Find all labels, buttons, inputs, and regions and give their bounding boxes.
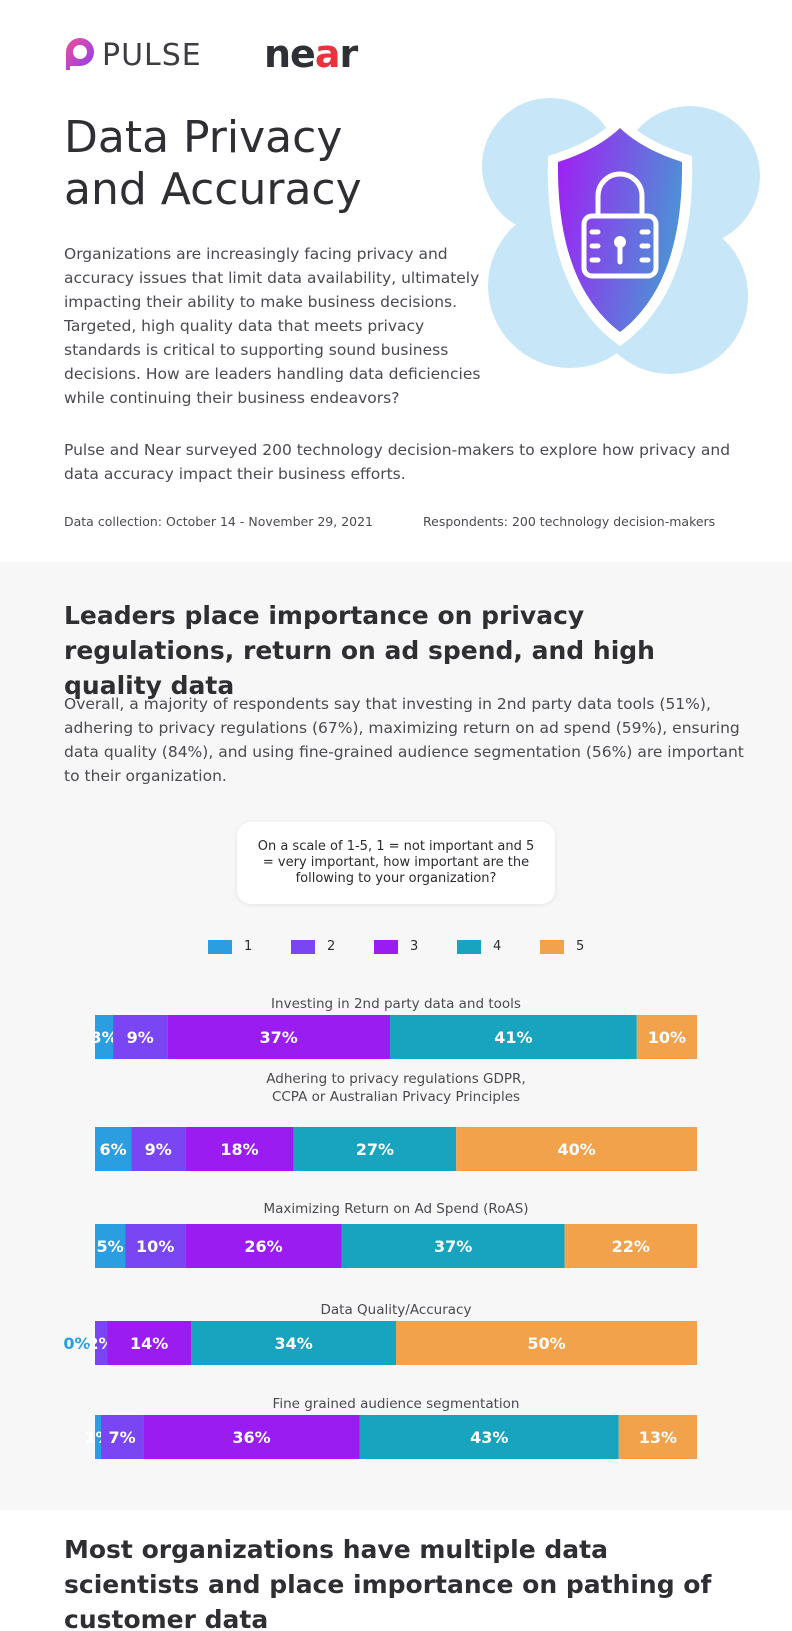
bar-segment (389, 1015, 637, 1059)
page-title-line-1: Data Privacy (64, 112, 343, 163)
data-label: 43% (470, 1428, 508, 1447)
bar-segment (185, 1127, 294, 1171)
data-label: 9% (127, 1028, 154, 1047)
stacked-bar-chart: Investing in 2nd party data and tools 3% 9… (63, 996, 697, 1459)
bar-segment (456, 1127, 697, 1171)
data-label: 3% (90, 1028, 117, 1047)
legend-label: 5 (576, 939, 585, 954)
data-label: 36% (232, 1428, 270, 1447)
data-label: 10% (136, 1237, 174, 1256)
data-label: 37% (259, 1028, 297, 1047)
bar-segment (107, 1321, 192, 1365)
near-wordmark-part-end: r (339, 32, 358, 76)
data-label: 22% (612, 1237, 650, 1256)
data-label: 37% (434, 1237, 472, 1256)
data-label: 14% (130, 1334, 168, 1353)
bar-segment (293, 1127, 457, 1171)
bar-segment (113, 1015, 168, 1059)
data-label: 50% (527, 1334, 565, 1353)
legend-swatch (540, 940, 564, 954)
section-heading: Leaders place importance on privacy regu… (64, 601, 655, 700)
bar-segment (95, 1127, 132, 1171)
near-logo: near (264, 32, 358, 76)
data-label: 18% (220, 1140, 258, 1159)
category-label: Fine grained audience segmentation (273, 1396, 520, 1412)
bar-segment (143, 1415, 360, 1459)
legend-swatch (291, 940, 315, 954)
page-title: Data Privacy and Accuracy (64, 112, 444, 216)
legend-swatch (457, 940, 481, 954)
question-text: On a scale of 1-5, 1 = not important and… (257, 839, 535, 886)
data-label: 26% (244, 1237, 282, 1256)
data-label: 41% (494, 1028, 532, 1047)
question-card: On a scale of 1-5, 1 = not important and… (237, 822, 555, 904)
bar-segment (636, 1015, 697, 1059)
bar-segment (95, 1415, 102, 1459)
shield-lock-icon (482, 98, 760, 374)
bar-segment (95, 1321, 108, 1365)
bar-segment (185, 1224, 342, 1268)
data-label: 13% (639, 1428, 677, 1447)
data-label: 7% (109, 1428, 136, 1447)
category-label: Investing in 2nd party data and tools (271, 996, 521, 1012)
legend-swatch (374, 940, 398, 954)
bar-segment (167, 1015, 390, 1059)
bar-segment (396, 1321, 697, 1365)
bar-segment (359, 1415, 619, 1459)
data-label: 34% (275, 1334, 313, 1353)
bar-segment (191, 1321, 396, 1365)
data-label: 10% (648, 1028, 686, 1047)
pulse-logo: PULSE (64, 34, 204, 74)
near-wordmark-accent: a (314, 32, 341, 76)
next-section-heading: Most organizations have multiple data sc… (64, 1535, 712, 1631)
data-label: 9% (145, 1140, 172, 1159)
category-label: Adhering to privacy regulations GDPR, (266, 1071, 525, 1087)
legend-label: 3 (410, 939, 419, 954)
near-wordmark-part: ne (264, 32, 316, 76)
bar-segment (618, 1415, 697, 1459)
page-title-line-2: and Accuracy (64, 164, 362, 215)
bar-segment (101, 1415, 144, 1459)
pulse-wordmark: PULSE (102, 38, 202, 73)
data-label: 6% (99, 1140, 126, 1159)
intro-section: PULSE near Data Privacy and Accuracy Org… (0, 0, 792, 562)
legend-label: 2 (327, 939, 336, 954)
legend-label: 1 (244, 939, 253, 954)
category-label: Maximizing Return on Ad Spend (RoAS) (263, 1201, 528, 1217)
data-label: 40% (557, 1140, 595, 1159)
data-label: 0% (63, 1334, 90, 1353)
section-body: Overall, a majority of respondents say t… (64, 695, 744, 785)
category-label: Data Quality/Accuracy (321, 1302, 472, 1318)
data-label: 5% (96, 1237, 123, 1256)
category-label: CCPA or Australian Privacy Principles (272, 1089, 520, 1105)
respondents-note: Respondents: 200 technology decision-mak… (423, 514, 716, 529)
bar-segment (95, 1224, 126, 1268)
data-label: 27% (356, 1140, 394, 1159)
chart-legend: 1 2 3 4 5 (208, 939, 608, 955)
bar-segment (564, 1224, 697, 1268)
bar-segment (131, 1127, 186, 1171)
pulse-speech-bubble-icon (66, 38, 94, 70)
intro-paragraph: Organizations are increasingly facing pr… (64, 245, 481, 407)
survey-note: Pulse and Near surveyed 200 technology d… (64, 441, 731, 483)
legend-swatch (208, 940, 232, 954)
importance-section: Leaders place importance on privacy regu… (0, 562, 792, 1510)
bar-segment (125, 1224, 186, 1268)
bar-segment (95, 1015, 114, 1059)
data-collection-note: Data collection: October 14 - November 2… (64, 514, 374, 529)
legend-label: 4 (493, 939, 502, 954)
bar-segment (341, 1224, 565, 1268)
